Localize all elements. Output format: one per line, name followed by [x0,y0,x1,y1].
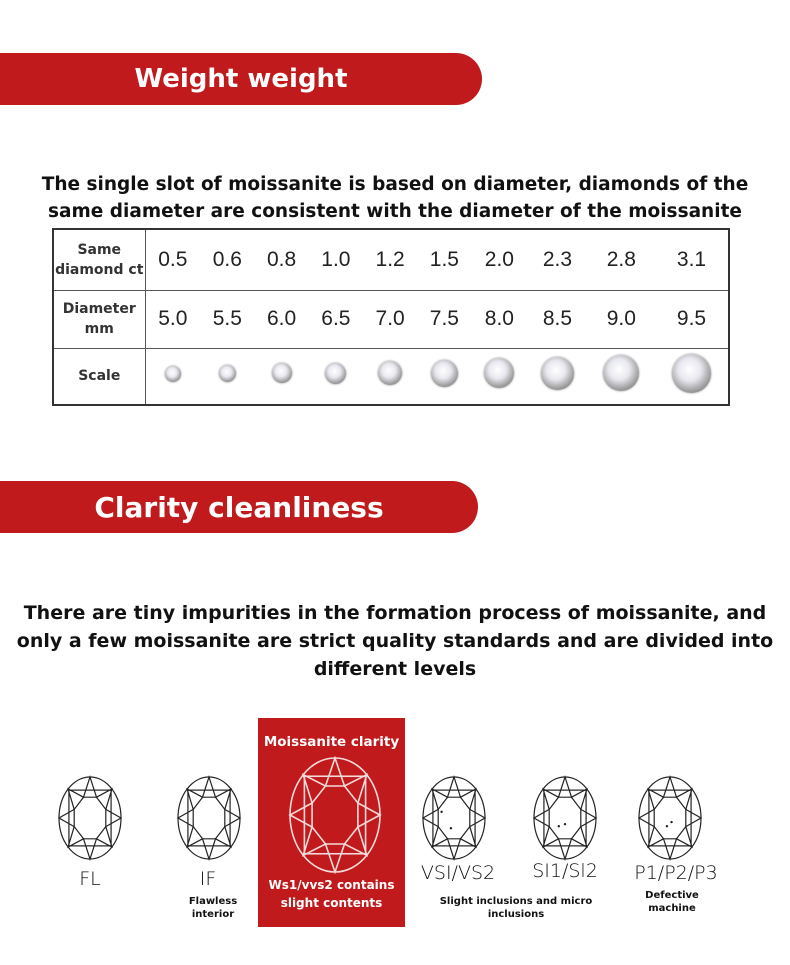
scale-cell [527,347,588,405]
table-cell: 9.5 [655,289,729,348]
grade-vs: VSI/VS2 [420,862,496,884]
diamond-scale-icon [271,363,292,384]
table-cell: 3.1 [655,228,729,290]
diamond-clarity-icon [532,775,598,861]
highlight-panel [258,718,405,927]
scale-cell [254,347,309,405]
clarity-banner: Clarity cleanliness [0,481,478,533]
grade-si: SI1/Sl2 [532,860,598,882]
diamond-scale-icon [672,353,711,393]
scale-cell [417,347,472,405]
diamond-clarity-icon [288,756,382,874]
diamond-scale-icon [164,366,181,383]
scale-cell [655,347,729,405]
diamond-scale-icon [541,357,574,390]
panel-title: Moissanite clarity [263,734,400,750]
table-cell: 7.0 [363,289,418,348]
table-cell: 1.0 [308,228,363,290]
clarity-intro: There are tiny impurities in the formati… [16,602,774,680]
diamond-scale-icon [378,361,402,386]
table-cell: 6.0 [254,289,309,348]
table-cell: 7.5 [417,289,472,348]
table-row: Scale [53,347,729,405]
table-cell: 5.5 [200,289,255,348]
diamond-clarity-icon [57,775,123,861]
row-header: Scale [53,347,146,405]
table-cell: 2.8 [587,228,656,290]
diamond-scale-icon [218,364,237,383]
table-cell: 2.0 [471,228,528,290]
grade-p: P1/P2/P3 [634,862,718,884]
scale-cell [145,347,201,405]
scale-cell [308,347,363,405]
table-cell: 2.3 [527,228,588,290]
weight-intro: The single slot of moissanite is based o… [41,174,749,222]
table-cell: 5.0 [145,289,201,348]
grade-fl: FL [79,868,101,890]
table-cell: 0.5 [145,228,201,290]
diamond-scale-icon [325,362,347,384]
table-row: Diameter mm 5.0 5.5 6.0 6.5 7.0 7.5 8.0 8.5 9.0 9… [53,289,729,348]
scale-cell [587,347,656,405]
table-cell: 1.5 [417,228,472,290]
table-cell: 0.6 [200,228,255,290]
note-vs-si: Slight inclusions and micro inclusions [439,896,593,920]
scale-cell [471,347,528,405]
table-cell: 8.5 [527,289,588,348]
scale-cell [200,347,255,405]
diamond-clarity-icon [176,775,242,861]
row-header: Same diamond ct [53,228,146,290]
diamond-scale-icon [484,358,515,389]
table-cell: 9.0 [587,289,656,348]
diamond-clarity-icon [637,775,703,861]
scale-cell [363,347,418,405]
row-header: Diameter mm [53,289,146,348]
table-cell: 0.8 [254,228,309,290]
note-if: Flawless interior [188,896,238,920]
grade-if: IF [199,868,217,890]
diamond-scale-icon [603,355,640,392]
size-table: Same diamond ct 0.5 0.6 0.8 1.0 1.2 1.5 2.0 2.3… [52,228,730,406]
note-p: Defective machine [645,890,699,914]
diamond-scale-icon [430,359,459,387]
diamond-clarity-icon [421,775,487,861]
table-cell: 1.2 [363,228,418,290]
table-cell: 8.0 [471,289,528,348]
weight-banner: Weight weight [0,53,482,105]
table-cell: 6.5 [308,289,363,348]
table-row: Same diamond ct 0.5 0.6 0.8 1.0 1.2 1.5 2.0 2.3… [53,228,729,290]
panel-desc: Ws1/vvs2 contains slight contents [268,878,395,910]
